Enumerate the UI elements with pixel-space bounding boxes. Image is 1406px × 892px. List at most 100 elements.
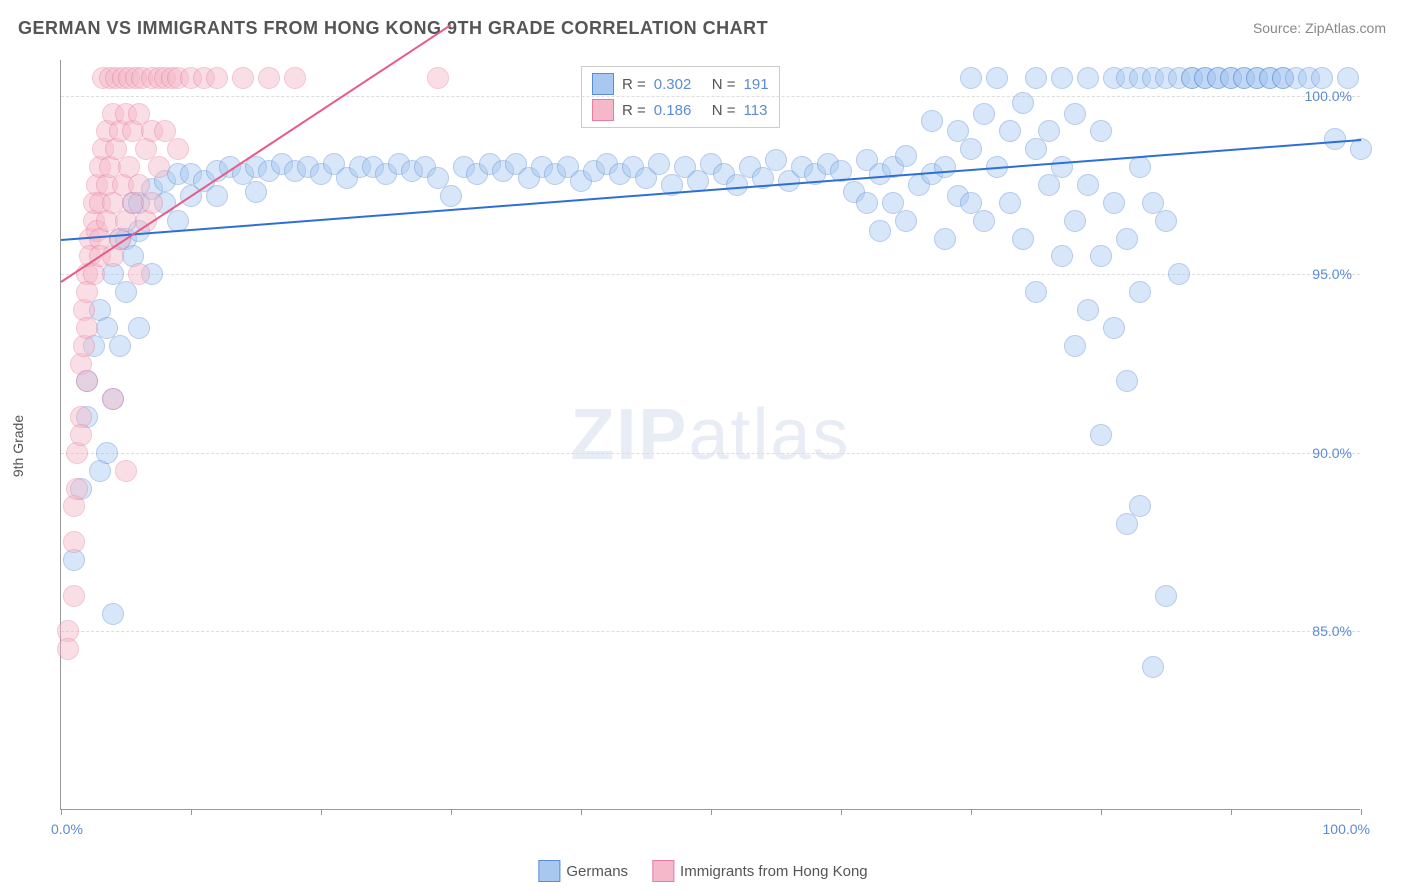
data-point [973,210,995,232]
legend-label: Germans [566,863,628,880]
data-point [115,281,137,303]
data-point [96,442,118,464]
r-value: 0.186 [654,102,704,119]
data-point [1337,67,1359,89]
x-tick [1361,809,1362,815]
data-point [1077,299,1099,321]
data-point [76,317,98,339]
gridline [61,274,1360,275]
data-point [167,138,189,160]
y-tick-label: 95.0% [1312,266,1352,282]
x-tick [711,809,712,815]
data-point [102,603,124,625]
n-value: 191 [744,76,769,93]
data-point [1064,335,1086,357]
data-point [869,220,891,242]
data-point [1051,67,1073,89]
data-point [1103,192,1125,214]
data-point [1116,228,1138,250]
data-point [70,424,92,446]
series-swatch [592,73,614,95]
data-point [1090,245,1112,267]
stats-legend-box: R = 0.302 N = 191 R = 0.186 N = 113 [581,66,780,128]
data-point [1129,156,1151,178]
data-point [1324,128,1346,150]
data-point [1025,281,1047,303]
r-label: R = [622,102,646,119]
data-point [102,388,124,410]
x-tick [61,809,62,815]
n-value: 113 [744,102,768,119]
data-point [960,138,982,160]
data-point [1103,317,1125,339]
legend-item: Germans [538,860,628,882]
data-point [1129,495,1151,517]
data-point [115,460,137,482]
data-point [57,638,79,660]
legend-item: Immigrants from Hong Kong [652,860,868,882]
x-axis-max-label: 100.0% [1323,821,1370,837]
data-point [973,103,995,125]
x-tick [841,809,842,815]
watermark: ZIPatlas [570,394,850,476]
data-point [765,149,787,171]
data-point [1077,67,1099,89]
data-point [1051,156,1073,178]
data-point [206,185,228,207]
legend-swatch [538,860,560,882]
x-tick [191,809,192,815]
data-point [148,156,170,178]
data-point [76,370,98,392]
data-point [1012,92,1034,114]
source-attribution: Source: ZipAtlas.com [1253,20,1386,36]
data-point [1025,67,1047,89]
data-point [960,67,982,89]
data-point [1038,120,1060,142]
data-point [1051,245,1073,267]
data-point [1090,424,1112,446]
data-point [1012,228,1034,250]
data-point [128,317,150,339]
y-axis-label: 9th Grade [10,415,26,477]
data-point [986,67,1008,89]
data-point [934,228,956,250]
n-label: N = [712,102,736,119]
data-point [999,120,1021,142]
data-point [1129,281,1151,303]
x-tick [971,809,972,815]
x-axis-min-label: 0.0% [51,821,83,837]
data-point [427,67,449,89]
data-point [66,478,88,500]
r-value: 0.302 [654,76,704,93]
y-tick-label: 85.0% [1312,623,1352,639]
x-tick [321,809,322,815]
data-point [232,67,254,89]
y-tick-label: 100.0% [1305,88,1352,104]
x-tick [451,809,452,815]
data-point [1116,513,1138,535]
plot-area: ZIPatlas R = 0.302 N = 191 R = 0.186 N = 113 0.… [60,60,1360,810]
data-point [1038,174,1060,196]
data-point [109,335,131,357]
legend-label: Immigrants from Hong Kong [680,863,868,880]
r-label: R = [622,76,646,93]
data-point [895,145,917,167]
data-point [999,192,1021,214]
x-tick [1101,809,1102,815]
data-point [648,153,670,175]
x-tick [581,809,582,815]
data-point [856,192,878,214]
stats-row: R = 0.186 N = 113 [592,97,769,123]
gridline [61,453,1360,454]
data-point [258,67,280,89]
data-point [1168,263,1190,285]
data-point [245,181,267,203]
data-point [1025,138,1047,160]
data-point [1064,103,1086,125]
y-tick-label: 90.0% [1312,445,1352,461]
data-point [128,263,150,285]
data-point [206,67,228,89]
gridline [61,631,1360,632]
data-point [440,185,462,207]
legend-bottom: Germans Immigrants from Hong Kong [538,860,867,882]
